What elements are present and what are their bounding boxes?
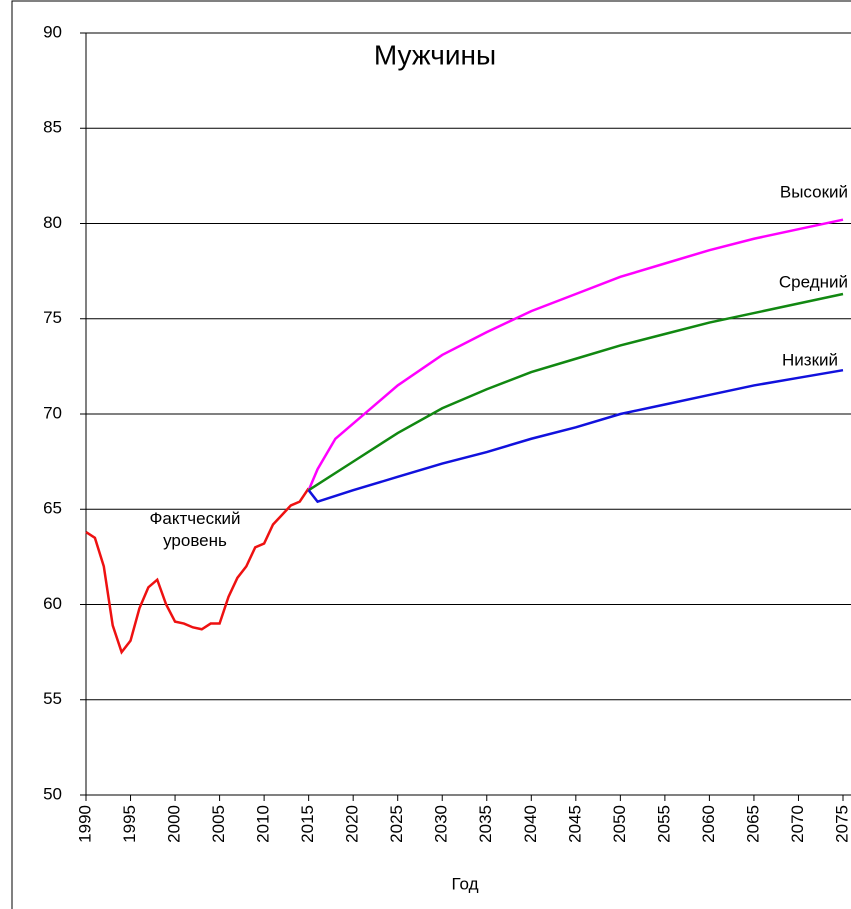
x-tick-label: 1995 [120,805,139,843]
series-label: Фактческий уровень [149,509,241,550]
x-tick-label: 2065 [743,805,762,843]
y-tick-label: 50 [43,784,62,803]
x-tick-label: 2050 [610,805,629,843]
y-tick-label: 70 [43,403,62,422]
series-line [307,218,844,491]
x-tick-label: 2060 [699,805,718,843]
y-tick-label: 90 [43,22,62,41]
series-label: Низкий [782,350,838,369]
series-label: Высокий [780,182,848,201]
series-line [307,292,844,492]
frame [11,0,851,909]
y-tick-label: 55 [43,689,62,708]
x-tick-label: 2045 [565,805,584,843]
x-tick-label: 2075 [832,805,851,843]
y-tick-label: 80 [43,213,62,232]
x-tick-label: 2020 [343,805,362,843]
y-tick-label: 85 [43,118,62,137]
y-tick-label: 65 [43,499,62,518]
x-tick-label: 2055 [654,805,673,843]
x-tick-label: 2040 [521,805,540,843]
series-line [307,368,844,504]
x-tick-label: 2005 [209,805,228,843]
y-tick-label: 60 [43,594,62,613]
x-tick-label: 1990 [75,805,94,843]
x-tick-label: 2015 [298,805,317,843]
x-tick-label: 2000 [165,805,184,843]
x-tick-label: 2030 [432,805,451,843]
x-tick-label: 2035 [476,805,495,843]
x-tick-label: 2010 [254,805,273,843]
series-line [85,487,310,655]
x-tick-label: 2025 [387,805,406,843]
series-label: Средний [779,272,848,291]
x-axis-label: Год [451,874,478,893]
chart-title: Мужчины [374,39,496,70]
x-tick-label: 2070 [788,805,807,843]
y-tick-label: 75 [43,308,62,327]
